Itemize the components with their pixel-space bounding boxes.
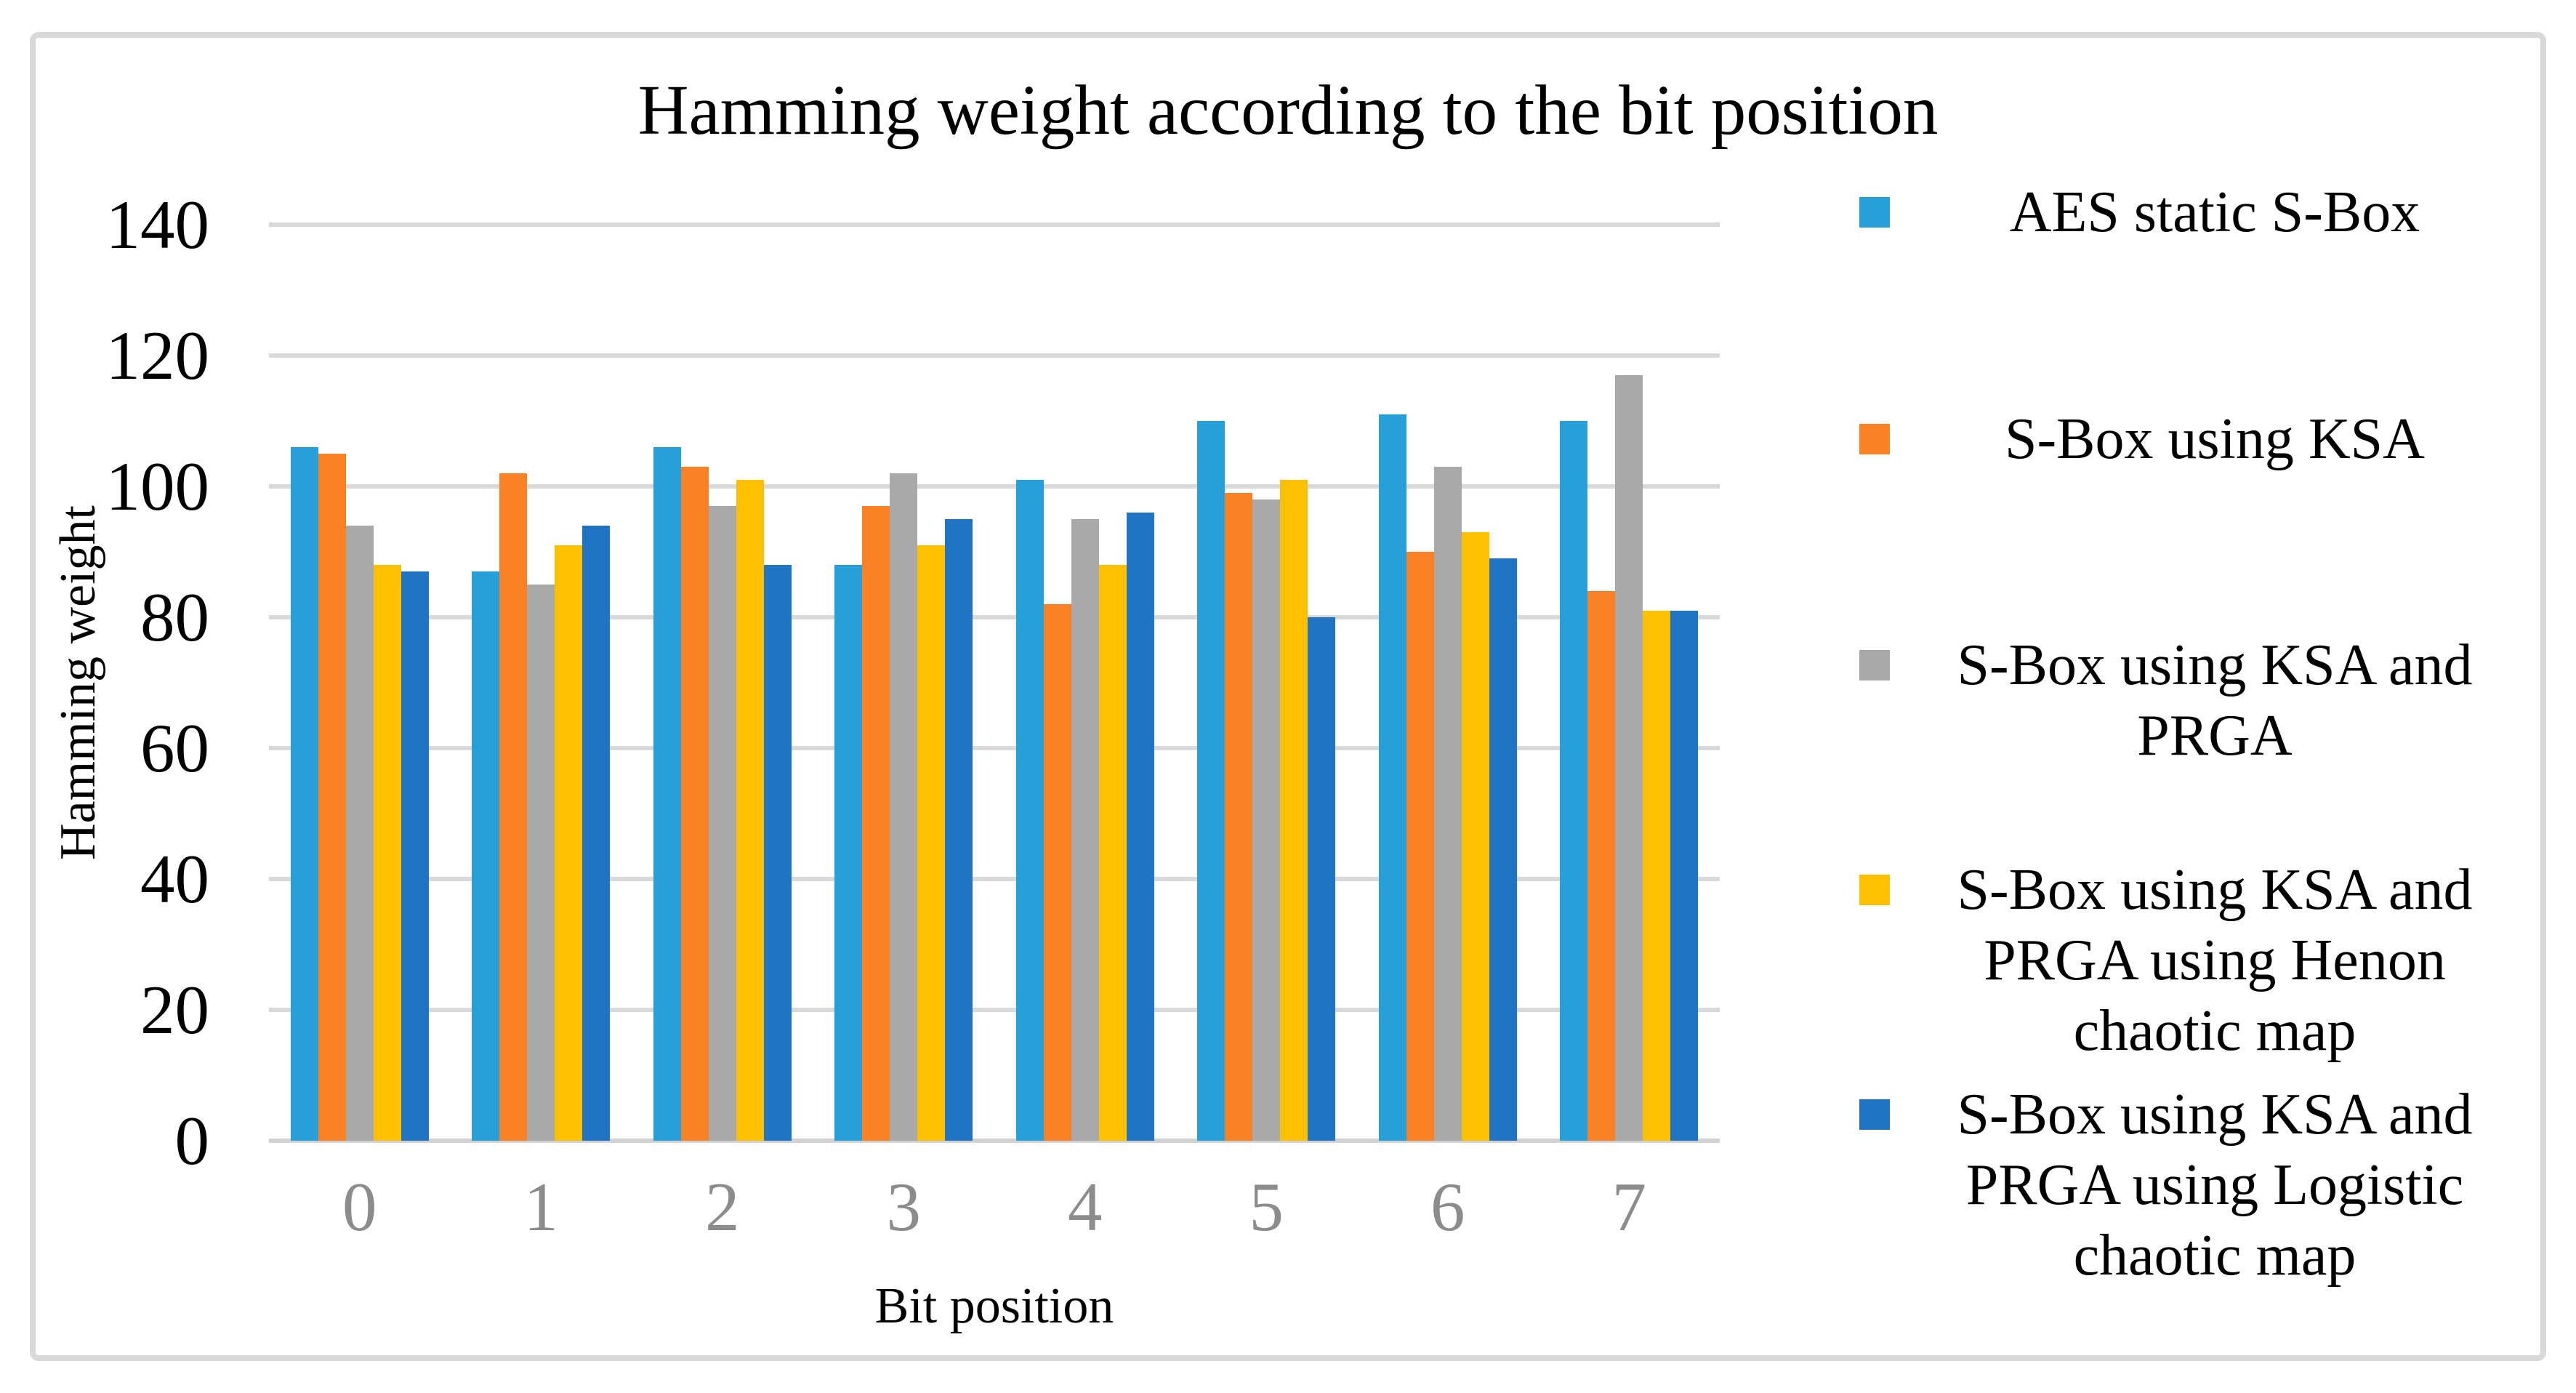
bar-series-4-bit-2 bbox=[736, 480, 764, 1141]
legend-marker-icon bbox=[1859, 875, 1890, 905]
bar-series-5-bit-1 bbox=[582, 526, 611, 1141]
legend-label: S-Box using KSA bbox=[2005, 407, 2425, 471]
legend-label: AES static S-Box bbox=[2009, 180, 2420, 244]
bar-series-5-bit-5 bbox=[1308, 617, 1336, 1141]
bar-series-5-bit-2 bbox=[763, 565, 792, 1141]
bar-series-2-bit-1 bbox=[499, 473, 528, 1141]
bar-series-3-bit-0 bbox=[345, 526, 374, 1141]
bar-series-2-bit-4 bbox=[1043, 604, 1071, 1141]
bar-series-5-bit-6 bbox=[1489, 558, 1517, 1141]
gridline-y-100 bbox=[269, 484, 1720, 489]
bar-series-4-bit-7 bbox=[1643, 611, 1671, 1141]
x-tick-label-1: 1 bbox=[523, 1168, 559, 1245]
y-tick-label-60: 60 bbox=[140, 710, 209, 787]
bar-group-bit-5 bbox=[1176, 225, 1358, 1141]
bar-series-1-bit-6 bbox=[1378, 414, 1406, 1141]
bar-series-2-bit-7 bbox=[1587, 591, 1616, 1141]
x-tick-label-4: 4 bbox=[1068, 1168, 1103, 1245]
bar-series-5-bit-4 bbox=[1126, 513, 1154, 1141]
x-tick-label-0: 0 bbox=[342, 1168, 377, 1245]
legend-label: S-Box using KSA and PRGA using Henon chaot… bbox=[1957, 858, 2473, 1063]
y-tick-label-20: 20 bbox=[140, 971, 209, 1048]
bar-series-1-bit-7 bbox=[1560, 421, 1588, 1141]
y-tick-label-100: 100 bbox=[105, 448, 210, 525]
legend: AES static S-Box S-Box using KSA S-Box usi… bbox=[1846, 0, 2544, 1393]
bar-series-2-bit-3 bbox=[862, 506, 890, 1141]
x-axis-ticks: 0 1 2 3 4 5 6 7 bbox=[269, 1167, 1720, 1247]
bar-series-3-bit-5 bbox=[1252, 499, 1281, 1141]
x-tick-label-6: 6 bbox=[1430, 1168, 1465, 1245]
bar-series-1-bit-0 bbox=[290, 447, 318, 1141]
bar-group-bit-1 bbox=[451, 225, 632, 1141]
plot-area bbox=[269, 222, 1720, 1143]
legend-label: S-Box using KSA and PRGA using Logistic ch… bbox=[1957, 1083, 2473, 1288]
gridline-y-60 bbox=[269, 746, 1720, 750]
bar-group-bit-4 bbox=[994, 225, 1176, 1141]
bar-series-5-bit-7 bbox=[1670, 611, 1699, 1141]
y-tick-label-120: 120 bbox=[105, 317, 210, 394]
y-tick-label-0: 0 bbox=[174, 1102, 210, 1179]
x-tick-label-5: 5 bbox=[1249, 1168, 1284, 1245]
legend-label: S-Box using KSA and PRGA bbox=[1957, 633, 2473, 768]
x-tick-label-7: 7 bbox=[1611, 1168, 1647, 1245]
bar-series-3-bit-3 bbox=[890, 473, 918, 1141]
legend-marker-icon bbox=[1859, 197, 1890, 228]
x-tick-label-3: 3 bbox=[886, 1168, 922, 1245]
bar-series-1-bit-3 bbox=[834, 565, 863, 1141]
legend-marker-icon bbox=[1859, 424, 1890, 454]
x-axis-line bbox=[269, 1139, 1720, 1143]
bar-group-bit-7 bbox=[1539, 225, 1720, 1141]
bar-series-3-bit-6 bbox=[1433, 467, 1462, 1141]
bar-series-1-bit-1 bbox=[472, 571, 500, 1141]
y-tick-label-80: 80 bbox=[140, 579, 209, 656]
bar-group-bit-3 bbox=[813, 225, 995, 1141]
y-tick-label-140: 140 bbox=[105, 186, 210, 263]
bar-series-4-bit-5 bbox=[1280, 480, 1308, 1141]
bar-series-3-bit-1 bbox=[527, 585, 555, 1141]
gridline-y-40 bbox=[269, 877, 1720, 881]
bar-series-4-bit-0 bbox=[373, 565, 401, 1141]
chart-title: Hamming weight according to the bit posi… bbox=[637, 71, 1939, 149]
gridline-y-20 bbox=[269, 1008, 1720, 1012]
legend-marker-icon bbox=[1859, 1099, 1890, 1130]
bar-series-4-bit-1 bbox=[555, 545, 583, 1141]
bar-series-2-bit-2 bbox=[680, 467, 709, 1141]
bar-series-1-bit-2 bbox=[653, 447, 681, 1141]
bar-series-3-bit-7 bbox=[1615, 375, 1643, 1141]
bar-group-bit-2 bbox=[632, 225, 813, 1141]
bar-group-bit-6 bbox=[1357, 225, 1539, 1141]
bar-series-2-bit-0 bbox=[318, 454, 346, 1141]
bar-series-4-bit-4 bbox=[1098, 565, 1127, 1141]
bar-group-bit-0 bbox=[269, 225, 451, 1141]
bar-series-3-bit-4 bbox=[1071, 519, 1099, 1141]
bar-series-2-bit-5 bbox=[1225, 493, 1253, 1141]
y-tick-label-40: 40 bbox=[140, 840, 209, 918]
bar-series-5-bit-3 bbox=[945, 519, 973, 1141]
bar-series-3-bit-2 bbox=[708, 506, 736, 1141]
gridline-y-120 bbox=[269, 353, 1720, 358]
x-axis-title: Bit position bbox=[874, 1278, 1114, 1334]
bar-series-2-bit-6 bbox=[1406, 552, 1434, 1141]
gridline-y-80 bbox=[269, 615, 1720, 619]
bar-series-1-bit-5 bbox=[1197, 421, 1225, 1141]
x-tick-label-2: 2 bbox=[705, 1168, 740, 1245]
bar-series-1-bit-4 bbox=[1015, 480, 1044, 1141]
gridline-y-140 bbox=[269, 222, 1720, 227]
bar-series-5-bit-0 bbox=[401, 571, 429, 1141]
y-axis-title: Hamming weight bbox=[50, 505, 106, 860]
legend-marker-icon bbox=[1859, 650, 1890, 681]
bar-series-4-bit-3 bbox=[917, 545, 946, 1141]
bar-series-4-bit-6 bbox=[1461, 532, 1489, 1141]
